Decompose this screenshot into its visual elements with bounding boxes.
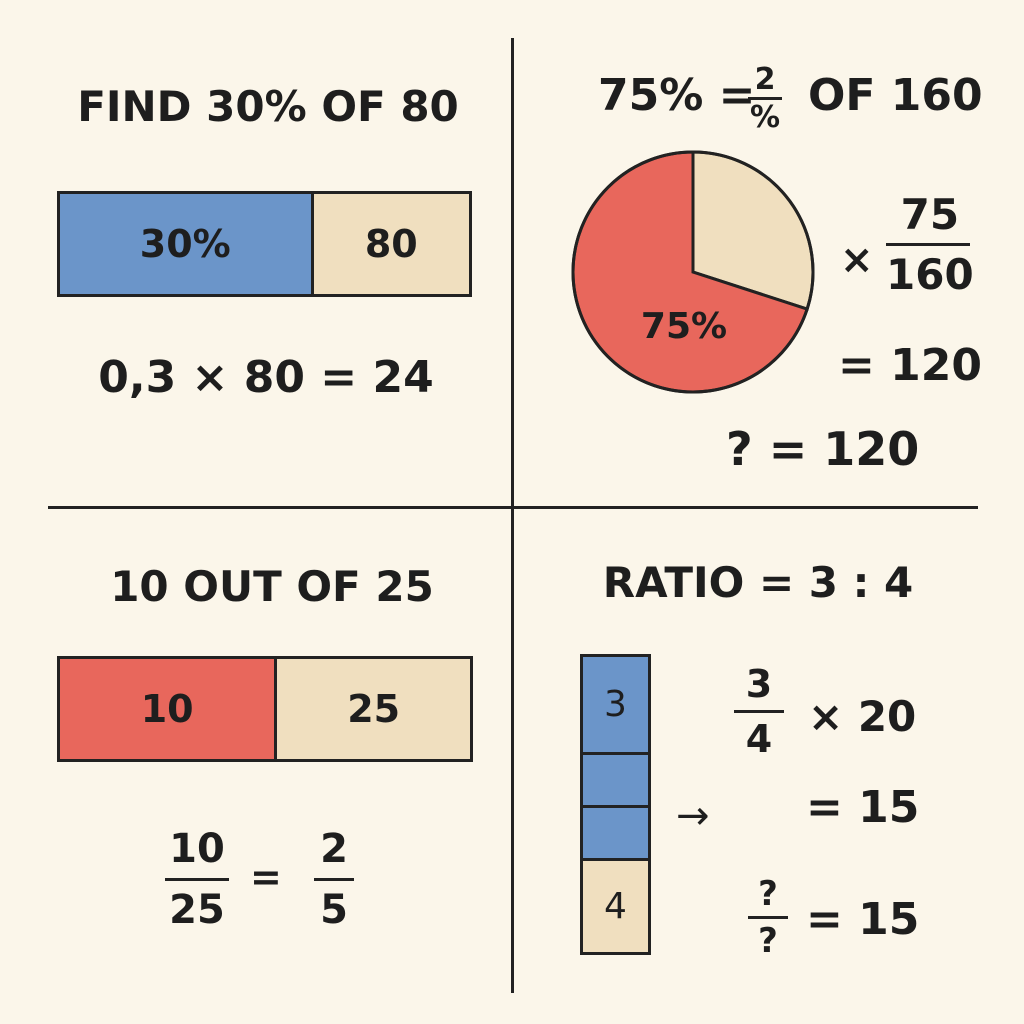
- q3-equals-sign: =: [250, 855, 282, 899]
- q3-bar-total-segment: 25: [277, 659, 470, 759]
- q4-title: RATIO = 3 : 4: [602, 558, 914, 607]
- q2-fraction: 75 160: [886, 190, 974, 299]
- q4-ratio-blocks: 3 4: [580, 654, 651, 955]
- q4-block-top-label: 3: [604, 684, 627, 725]
- horizontal-divider: [48, 506, 978, 509]
- q2-title-fraction-denominator: %: [749, 100, 781, 135]
- q2-fraction-denominator: 160: [886, 250, 974, 299]
- q2-title-left: 75% =: [598, 70, 756, 121]
- q2-title-fraction: 2 %: [748, 62, 782, 135]
- q2-answer: ? = 120: [726, 422, 920, 476]
- q4-block-tan: 4: [583, 861, 648, 952]
- q4-fraction-numerator: 3: [745, 662, 773, 706]
- q4-unknown-fraction: ? ?: [748, 874, 788, 961]
- q4-fraction-bar: [734, 710, 784, 713]
- q1-bar-total-label: 80: [364, 222, 418, 266]
- q2-pie-label: 75%: [641, 306, 727, 347]
- vertical-divider: [511, 38, 514, 993]
- q4-multiply: × 20: [808, 692, 917, 741]
- q1-equation: 0,3 × 80 = 24: [98, 352, 434, 403]
- q3-fraction-left-bar: [165, 878, 229, 881]
- q4-result: = 15: [806, 782, 920, 833]
- q1-bar-total-segment: 80: [313, 194, 469, 294]
- q4-block-blue-3: [583, 808, 648, 861]
- q2-result: = 120: [838, 340, 983, 391]
- q2-multiply-sign: ×: [840, 237, 874, 283]
- q2-fraction-bar: [886, 243, 970, 246]
- q3-fraction-left-numerator: 10: [169, 826, 225, 872]
- q3-fraction-left-denominator: 25: [169, 887, 225, 933]
- q3-bar-part-segment: 10: [60, 659, 278, 759]
- q3-fraction-right-numerator: 2: [320, 826, 348, 872]
- q4-unknown-numerator: ?: [758, 874, 778, 914]
- q3-bar-total-label: 25: [347, 687, 401, 731]
- q4-answer: = 15: [806, 894, 920, 945]
- q2-pie-outline: [571, 150, 815, 394]
- q3-fraction-left: 10 25: [165, 826, 229, 933]
- q2-title-fraction-bar: [748, 97, 782, 100]
- q2-title-right: OF 160: [808, 70, 983, 121]
- q4-block-blue-1: 3: [583, 657, 648, 755]
- q4-block-blue-2: [583, 755, 648, 808]
- q1-bar: 30% 80: [57, 191, 472, 297]
- q1-bar-percent-label: 30%: [139, 222, 231, 266]
- q4-arrow-icon: →: [676, 793, 710, 839]
- q4-unknown-fraction-bar: [748, 916, 788, 919]
- q3-title: 10 OUT OF 25: [110, 562, 434, 611]
- q4-fraction-denominator: 4: [745, 717, 773, 761]
- q3-bar: 10 25: [57, 656, 473, 762]
- q4-block-bottom-label: 4: [604, 886, 627, 927]
- q1-title: FIND 30% OF 80: [77, 82, 459, 131]
- q2-fraction-numerator: 75: [900, 190, 960, 239]
- q3-bar-part-label: 10: [140, 687, 194, 731]
- q1-bar-percent-segment: 30%: [60, 194, 314, 294]
- q2-pie-chart: 75%: [571, 150, 815, 394]
- q3-fraction-right-denominator: 5: [320, 887, 348, 933]
- q2-title-fraction-numerator: 2: [754, 62, 776, 97]
- q4-fraction: 3 4: [734, 662, 784, 761]
- q3-fraction-right: 2 5: [314, 826, 354, 933]
- q3-fraction-right-bar: [314, 878, 354, 881]
- q4-unknown-denominator: ?: [758, 921, 778, 961]
